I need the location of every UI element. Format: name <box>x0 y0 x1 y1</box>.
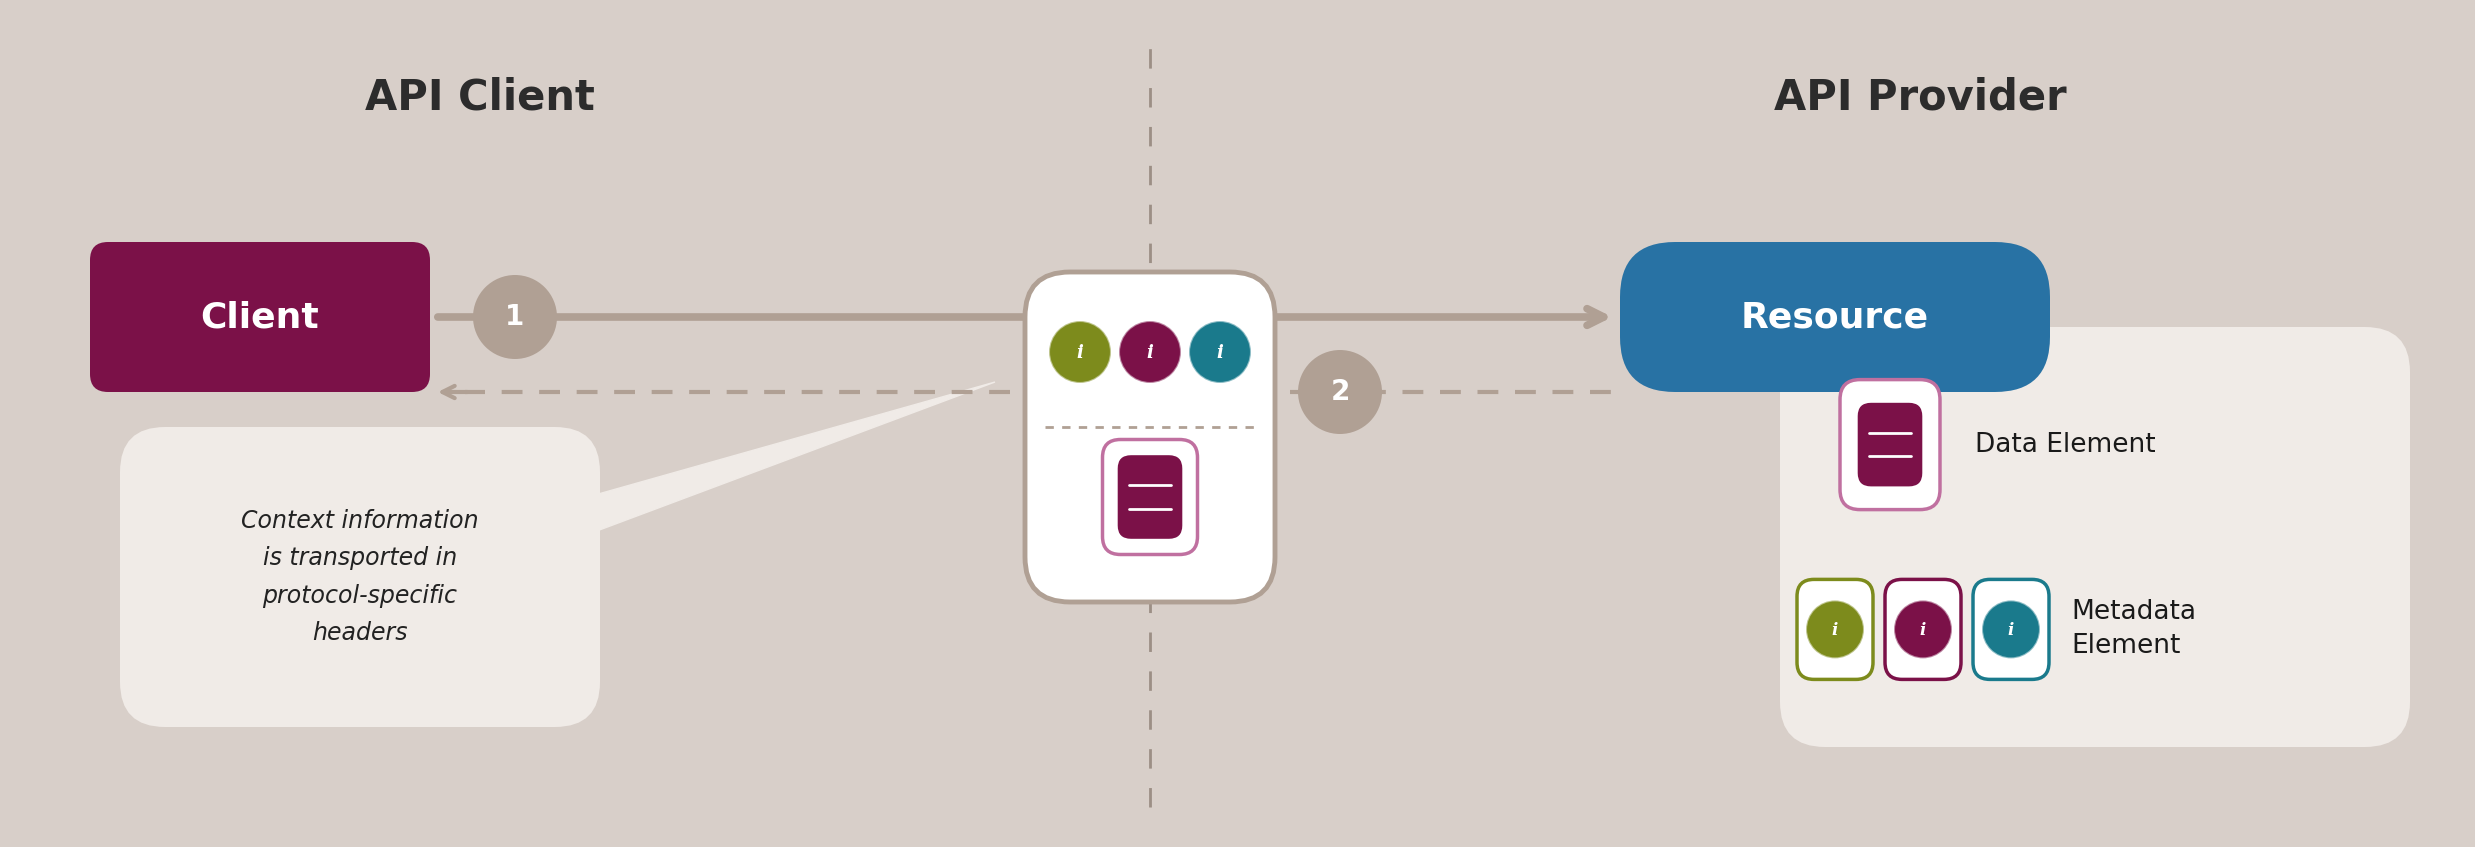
FancyBboxPatch shape <box>1119 455 1183 539</box>
FancyBboxPatch shape <box>1886 579 1960 679</box>
Circle shape <box>1893 601 1953 658</box>
FancyBboxPatch shape <box>1621 242 2049 392</box>
Circle shape <box>1297 350 1381 434</box>
Text: Context information
is transported in
protocol-specific
headers: Context information is transported in pr… <box>240 509 478 645</box>
Text: Data Element: Data Element <box>1975 432 2156 457</box>
Text: Client: Client <box>200 300 319 334</box>
Text: i: i <box>1218 344 1223 362</box>
Circle shape <box>1807 601 1864 658</box>
FancyBboxPatch shape <box>1973 579 2049 679</box>
Text: 1: 1 <box>505 303 525 331</box>
Circle shape <box>1188 321 1250 383</box>
FancyBboxPatch shape <box>1025 272 1275 602</box>
Text: i: i <box>1146 344 1153 362</box>
Text: i: i <box>1832 622 1839 639</box>
Text: i: i <box>1921 622 1926 639</box>
FancyBboxPatch shape <box>1780 327 2411 747</box>
Text: Metadata
Element: Metadata Element <box>2072 600 2195 660</box>
Polygon shape <box>569 382 995 541</box>
FancyBboxPatch shape <box>119 427 599 727</box>
FancyBboxPatch shape <box>1101 440 1198 555</box>
FancyBboxPatch shape <box>89 242 431 392</box>
Text: i: i <box>2007 622 2015 639</box>
Text: API Provider: API Provider <box>1775 76 2067 118</box>
Circle shape <box>473 275 557 359</box>
FancyBboxPatch shape <box>1859 403 1923 486</box>
Text: 2: 2 <box>1332 378 1349 406</box>
Circle shape <box>1982 601 2039 658</box>
Circle shape <box>1049 321 1111 383</box>
FancyBboxPatch shape <box>1797 579 1874 679</box>
FancyBboxPatch shape <box>1839 379 1940 510</box>
Circle shape <box>1119 321 1181 383</box>
Text: API Client: API Client <box>366 76 594 118</box>
Text: Resource: Resource <box>1740 300 1928 334</box>
Text: i: i <box>1077 344 1084 362</box>
